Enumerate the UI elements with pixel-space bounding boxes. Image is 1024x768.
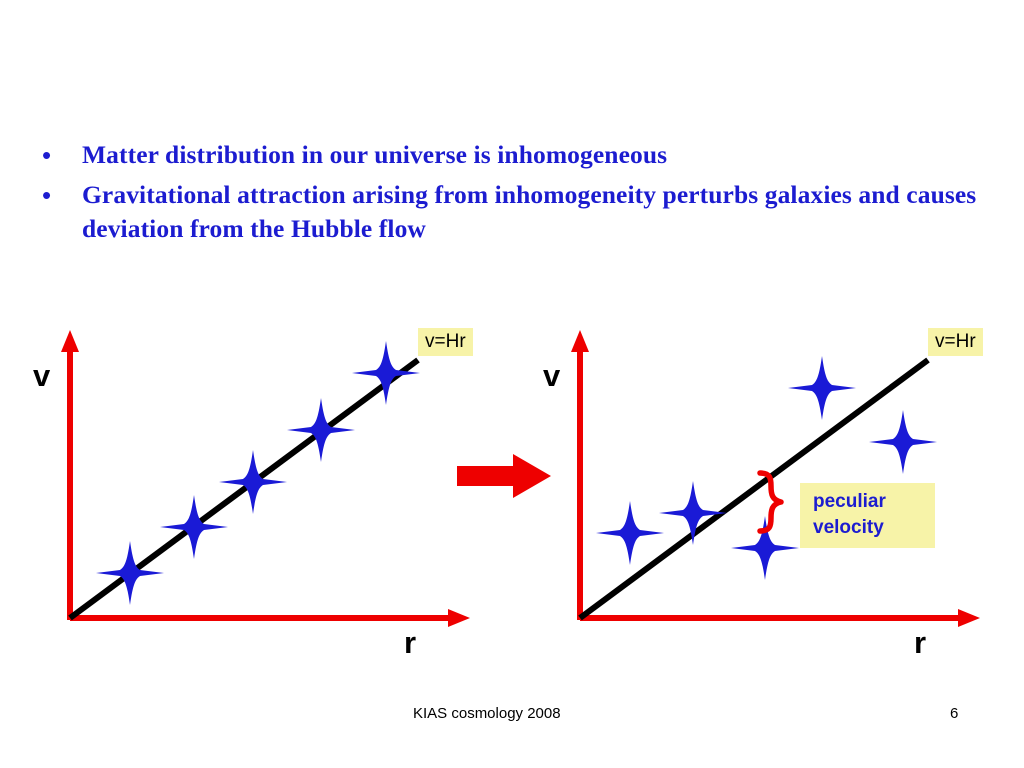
hubble-line xyxy=(68,357,420,621)
y-axis-label-right: v xyxy=(543,358,561,393)
galaxy-star xyxy=(596,501,664,565)
y-axis-label-left: v xyxy=(33,358,51,393)
list-item: • Matter distribution in our universe is… xyxy=(38,138,998,172)
bullet-text: Gravitational attraction arising from in… xyxy=(82,180,977,243)
galaxy-star xyxy=(160,495,228,559)
galaxy-star xyxy=(96,541,164,605)
hubble-law-callout-left: v=Hr xyxy=(418,328,473,356)
galaxy-star xyxy=(352,341,420,405)
footer-conference-text: KIAS cosmology 2008 xyxy=(413,705,561,722)
right-arrow-icon xyxy=(457,454,551,498)
peculiar-velocity-label: peculiar velocity xyxy=(800,483,935,548)
bullet-text: Matter distribution in our universe is i… xyxy=(82,140,668,169)
galaxy-star xyxy=(219,450,287,514)
hubble-line xyxy=(578,357,930,621)
y-axis xyxy=(61,330,79,620)
x-axis-label-left: r xyxy=(404,625,417,660)
galaxy-star xyxy=(788,356,856,420)
hubble-law-callout-right: v=Hr xyxy=(928,328,983,356)
transition-arrow xyxy=(455,452,555,517)
bullet-marker-icon: • xyxy=(42,140,52,170)
galaxy-star xyxy=(659,481,727,545)
x-axis xyxy=(580,609,980,627)
galaxy-star xyxy=(869,410,937,474)
bullet-list: • Matter distribution in our universe is… xyxy=(38,138,998,252)
footer-page-number: 6 xyxy=(950,705,959,722)
x-axis xyxy=(70,609,470,627)
peculiar-velocity-brace-icon xyxy=(757,470,784,534)
chart-left-ideal-hubble-flow xyxy=(28,320,498,640)
y-axis xyxy=(571,330,589,620)
bullet-marker-icon: • xyxy=(42,180,52,210)
x-axis-label-right: r xyxy=(914,625,927,660)
galaxy-star xyxy=(731,516,799,580)
list-item: • Gravitational attraction arising from … xyxy=(38,178,998,246)
chart-right-peculiar-velocity xyxy=(538,320,1008,640)
